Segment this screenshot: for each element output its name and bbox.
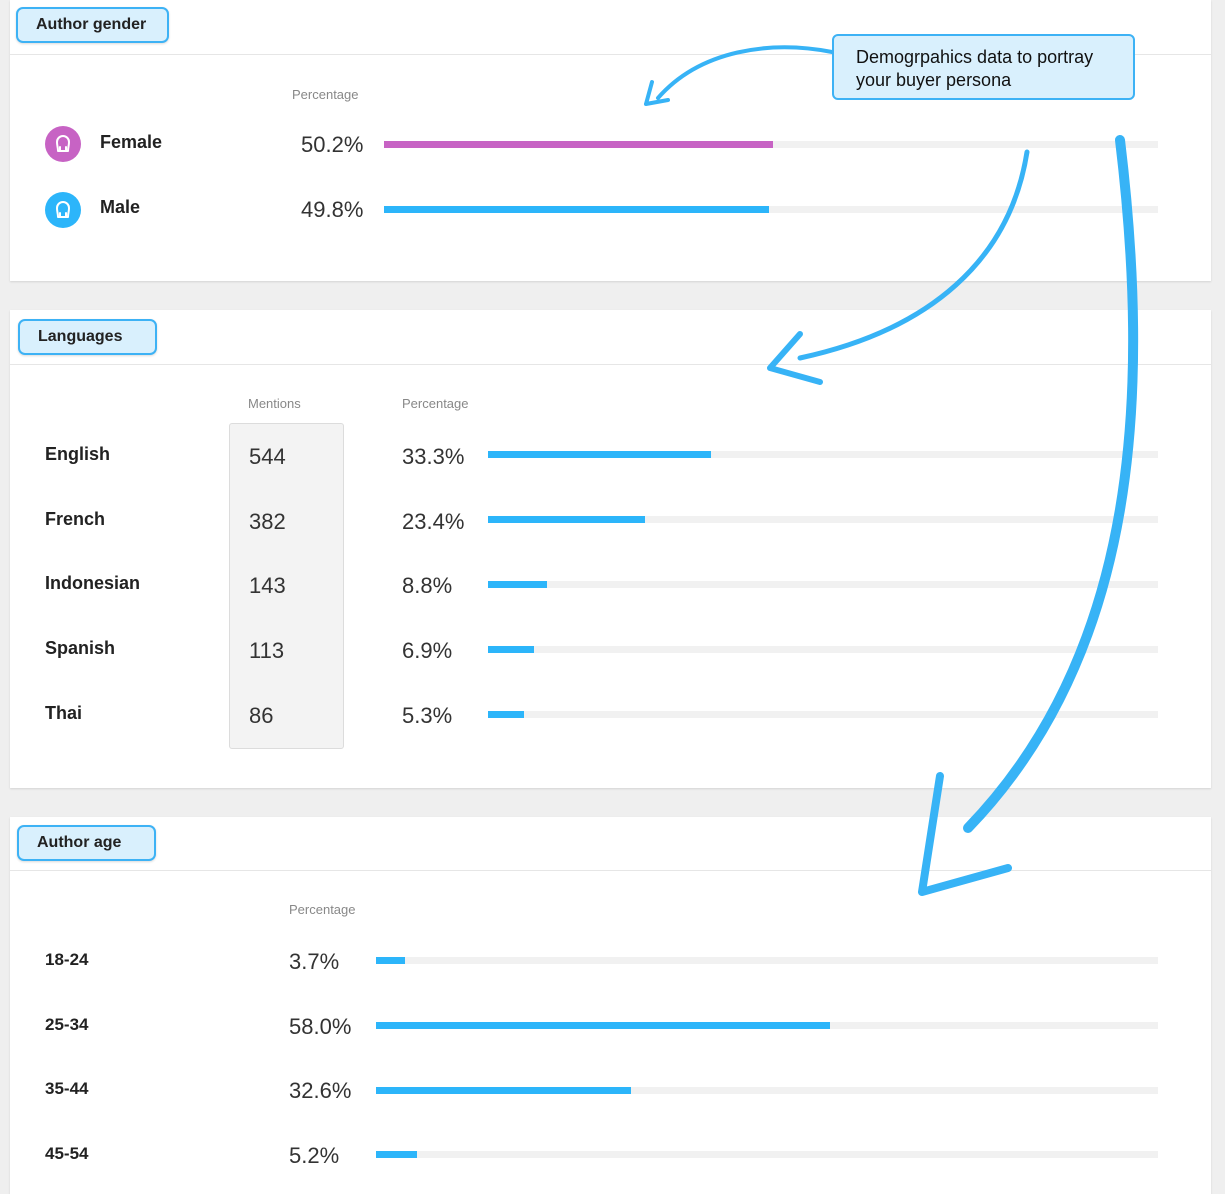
- age-label-45-54: 45-54: [45, 1144, 89, 1163]
- gender-bar-track-male: [384, 206, 1158, 213]
- languages-panel: Mentions Percentage English 544 33.3% Fr…: [10, 310, 1211, 788]
- demographics-callout: Demogrpahics data to portray your buyer …: [832, 34, 1135, 100]
- gender-bar-track-female: [384, 141, 1158, 148]
- gender-pct-female: 50.2%: [301, 132, 364, 157]
- languages-tag: Languages: [18, 319, 157, 355]
- language-label-spanish: Spanish: [45, 638, 116, 658]
- age-pct-25-34: 58.0%: [289, 1014, 352, 1039]
- language-bar-english: [488, 451, 712, 458]
- callout-line-2: your buyer persona: [856, 70, 1012, 90]
- mentions-column-label: Mentions: [248, 396, 301, 411]
- panel-header: [10, 310, 1211, 365]
- language-bar-track-thai: [488, 711, 1158, 718]
- language-pct-spanish: 6.9%: [402, 638, 453, 663]
- age-bar-track-25-34: [376, 1022, 1158, 1029]
- age-bar-track-35-44: [376, 1087, 1158, 1094]
- gender-pct-male: 49.8%: [301, 197, 364, 222]
- age-pct-45-54: 5.2%: [289, 1143, 340, 1168]
- language-pct-thai: 5.3%: [402, 703, 453, 728]
- age-pct-35-44: 32.6%: [289, 1078, 352, 1103]
- age-bar-track-18-24: [376, 957, 1158, 964]
- age-bar-45-54: [376, 1151, 417, 1158]
- language-pct-french: 23.4%: [402, 509, 465, 534]
- age-pct-18-24: 3.7%: [289, 949, 340, 974]
- gender-label-male: Male: [100, 197, 141, 217]
- female-user-icon: [45, 126, 81, 162]
- language-bar-french: [488, 516, 645, 523]
- male-user-icon: [45, 192, 81, 228]
- panel-header: [10, 0, 1211, 55]
- age-bar-35-44: [376, 1087, 631, 1094]
- age-label-18-24: 18-24: [45, 950, 89, 969]
- author-gender-tag: Author gender: [16, 7, 169, 43]
- language-label-indonesian: Indonesian: [45, 573, 141, 593]
- language-bar-track-english: [488, 451, 1158, 458]
- author-age-tag: Author age: [17, 825, 156, 861]
- age-label-25-34: 25-34: [45, 1015, 89, 1034]
- language-bar-thai: [488, 711, 524, 718]
- language-mentions-thai: 86: [249, 703, 274, 728]
- age-bar-track-45-54: [376, 1151, 1158, 1158]
- percentage-column-label: Percentage: [292, 87, 359, 102]
- language-bar-indonesian: [488, 581, 547, 588]
- percentage-column-label: Percentage: [289, 902, 356, 917]
- language-mentions-spanish: 113: [249, 638, 285, 663]
- language-pct-english: 33.3%: [402, 444, 465, 469]
- language-pct-indonesian: 8.8%: [402, 573, 453, 598]
- gender-bar-male: [384, 206, 770, 213]
- language-bar-track-indonesian: [488, 581, 1158, 588]
- language-bar-track-french: [488, 516, 1158, 523]
- language-mentions-indonesian: 143: [249, 573, 286, 598]
- language-mentions-english: 544: [249, 444, 286, 469]
- gender-bar-female: [384, 141, 773, 148]
- gender-label-female: Female: [100, 132, 163, 152]
- age-bar-25-34: [376, 1022, 830, 1029]
- language-bar-track-spanish: [488, 646, 1158, 653]
- language-label-french: French: [45, 509, 106, 529]
- language-label-thai: Thai: [45, 703, 83, 723]
- percentage-column-label: Percentage: [402, 396, 469, 411]
- panel-header: [10, 817, 1211, 871]
- age-label-35-44: 35-44: [45, 1079, 89, 1098]
- age-bar-18-24: [376, 957, 405, 964]
- author-age-panel: Percentage 18-24 3.7% 25-34 58.0% 35-44 …: [10, 817, 1211, 1194]
- language-mentions-french: 382: [249, 509, 286, 534]
- language-label-english: English: [45, 444, 111, 464]
- callout-line-1: Demogrpahics data to portray: [856, 47, 1094, 67]
- mentions-column-box: [229, 423, 344, 749]
- language-bar-spanish: [488, 646, 535, 653]
